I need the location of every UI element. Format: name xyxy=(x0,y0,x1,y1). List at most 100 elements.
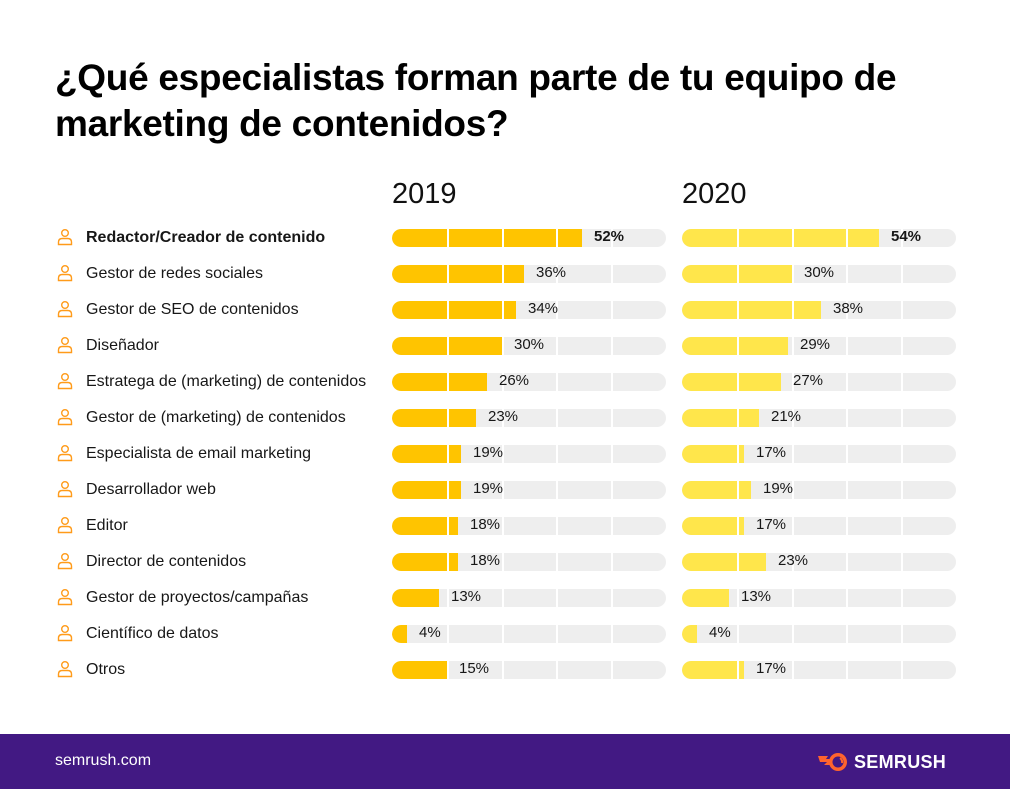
gridline xyxy=(737,481,739,499)
data-label-2019: 4% xyxy=(419,624,441,641)
gridline xyxy=(502,265,504,283)
data-label-2019: 34% xyxy=(528,300,559,317)
bar-2020 xyxy=(682,481,751,499)
column-header-2020: 2020 xyxy=(682,178,747,210)
gridline xyxy=(737,337,739,355)
gridline xyxy=(611,481,613,499)
gridline xyxy=(611,517,613,535)
footer-site-link[interactable]: semrush.com xyxy=(55,752,152,769)
gridline xyxy=(447,589,449,607)
person-icon xyxy=(56,552,74,570)
bar-track-2020 xyxy=(682,445,956,463)
footer: semrush.com SEMRUSH xyxy=(0,734,1010,789)
gridline xyxy=(901,337,903,355)
data-label-2019: 36% xyxy=(536,264,567,281)
bar-2019 xyxy=(392,517,458,535)
gridline xyxy=(611,229,613,247)
data-label-2019: 52% xyxy=(594,228,625,245)
data-label-2020: 38% xyxy=(833,300,864,317)
data-label-2019: 30% xyxy=(514,336,545,353)
gridline xyxy=(556,517,558,535)
bar-track-2019 xyxy=(392,301,666,319)
bar-2020 xyxy=(682,337,788,355)
person-icon xyxy=(56,624,74,642)
bar-2019 xyxy=(392,265,524,283)
bar-track-2020 xyxy=(682,265,956,283)
gridline xyxy=(901,661,903,679)
data-label-2020: 27% xyxy=(793,372,824,389)
gridline xyxy=(556,553,558,571)
gridline xyxy=(846,589,848,607)
gridline xyxy=(502,373,504,391)
bar-2020 xyxy=(682,517,744,535)
gridline xyxy=(792,229,794,247)
chart-row: Especialista de email marketing 19% 17% xyxy=(0,442,1010,466)
gridline xyxy=(737,445,739,463)
bar-2020 xyxy=(682,625,697,643)
gridline xyxy=(611,373,613,391)
person-icon xyxy=(56,408,74,426)
gridline xyxy=(556,625,558,643)
gridline xyxy=(792,661,794,679)
bar-2020 xyxy=(682,553,766,571)
gridline xyxy=(611,661,613,679)
gridline xyxy=(502,229,504,247)
category-label: Científico de datos xyxy=(86,625,219,642)
chart-row: Gestor de redes sociales 36% 30% xyxy=(0,262,1010,286)
gridline xyxy=(556,265,558,283)
category-label: Otros xyxy=(86,661,126,678)
chart-row: Científico de datos 4% 4% xyxy=(0,622,1010,646)
gridline xyxy=(901,265,903,283)
semrush-fireball-icon xyxy=(818,753,847,771)
gridline xyxy=(792,373,794,391)
gridline xyxy=(846,517,848,535)
gridline xyxy=(846,229,848,247)
column-header-2019: 2019 xyxy=(392,178,457,210)
gridline xyxy=(901,589,903,607)
gridline xyxy=(556,409,558,427)
bar-track-2020 xyxy=(682,301,956,319)
bar-2020 xyxy=(682,445,744,463)
data-label-2020: 30% xyxy=(804,264,835,281)
gridline xyxy=(556,373,558,391)
gridline xyxy=(792,625,794,643)
brand-name: SEMRUSH xyxy=(854,751,947,772)
gridline xyxy=(611,553,613,571)
bar-2019 xyxy=(392,229,582,247)
gridline xyxy=(447,625,449,643)
data-label-2019: 19% xyxy=(473,480,504,497)
gridline xyxy=(502,661,504,679)
gridline xyxy=(502,589,504,607)
chart-row: Estratega de (marketing) de contenidos 26… xyxy=(0,370,1010,394)
bar-track-2020 xyxy=(682,229,956,247)
chart-row: Otros 15% 17% xyxy=(0,658,1010,682)
gridline xyxy=(502,553,504,571)
gridline xyxy=(737,265,739,283)
gridline xyxy=(846,553,848,571)
category-label: Desarrollador web xyxy=(86,481,216,498)
data-label-2019: 18% xyxy=(470,516,501,533)
gridline xyxy=(792,265,794,283)
data-label-2020: 13% xyxy=(741,588,772,605)
data-label-2020: 29% xyxy=(800,336,831,353)
gridline xyxy=(502,337,504,355)
gridline xyxy=(447,661,449,679)
bar-track-2020 xyxy=(682,625,956,643)
bar-2019 xyxy=(392,625,407,643)
gridline xyxy=(447,373,449,391)
person-icon xyxy=(56,660,74,678)
gridline xyxy=(901,373,903,391)
gridline xyxy=(737,553,739,571)
category-label: Especialista de email marketing xyxy=(86,445,311,462)
bar-track-2019 xyxy=(392,445,666,463)
chart-row: Gestor de proyectos/campañas 13% 13% xyxy=(0,586,1010,610)
gridline xyxy=(611,625,613,643)
bar-2020 xyxy=(682,301,821,319)
gridline xyxy=(447,229,449,247)
bar-2019 xyxy=(392,589,439,607)
gridline xyxy=(556,481,558,499)
gridline xyxy=(611,445,613,463)
data-label-2019: 13% xyxy=(451,588,482,605)
semrush-logo: SEMRUSH xyxy=(818,750,946,774)
chart-row: Director de contenidos 18% 23% xyxy=(0,550,1010,574)
